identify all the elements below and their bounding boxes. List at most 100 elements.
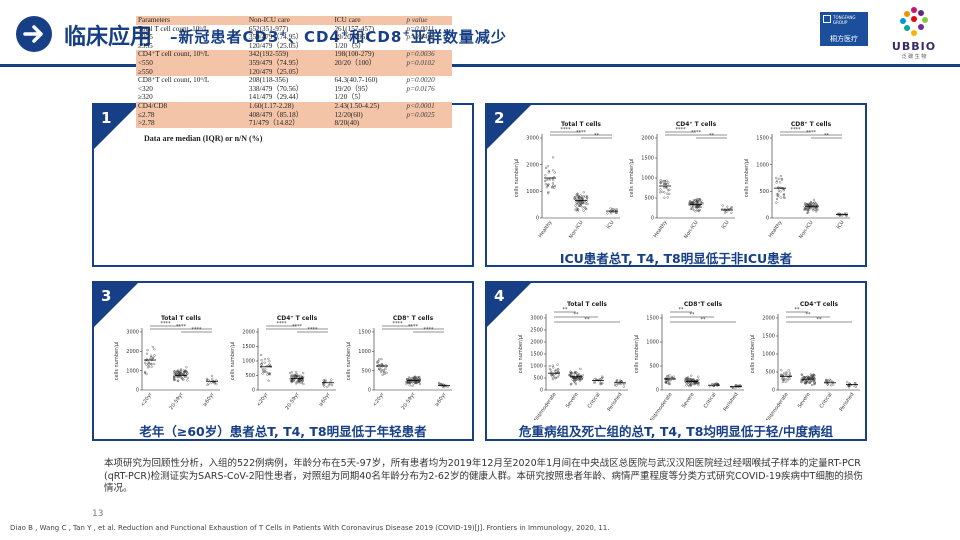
- data-point: [782, 377, 786, 380]
- data-point: [687, 383, 690, 386]
- x-tick-label: Healthy: [653, 220, 669, 239]
- significance-label: ****: [561, 127, 572, 133]
- data-point: [666, 375, 669, 378]
- table-cell: 12/20(60): [332, 110, 405, 120]
- data-point: [812, 202, 815, 205]
- significance-label: **: [563, 307, 569, 313]
- table-row: ≥320 141/479（29.44） 1/20（5）: [136, 93, 452, 102]
- data-point: [813, 379, 816, 383]
- data-point: [782, 189, 785, 192]
- data-point: [584, 202, 588, 205]
- table-cell: [405, 93, 453, 102]
- chart-cd8-severity: CD8⁺T cells 0 500 1000 1500 cells number/μl Mi…: [634, 301, 744, 420]
- data-point: [697, 375, 700, 378]
- panel-1: 1: [92, 103, 474, 267]
- data-point: [544, 183, 547, 186]
- table-row: Total T cell count, 10⁶/L 652(351-977) 261…: [136, 25, 452, 34]
- data-point: [695, 205, 698, 209]
- data-point: [408, 377, 411, 380]
- data-point: [668, 382, 671, 386]
- data-point: [726, 205, 729, 208]
- table-cell: p=0.0020: [406, 76, 435, 85]
- panel-number: 1: [101, 109, 112, 127]
- data-point: [326, 385, 329, 388]
- y-tick-label: 1000: [126, 368, 139, 374]
- data-point: [380, 357, 383, 361]
- data-point: [551, 372, 555, 375]
- data-point: [784, 380, 787, 383]
- chart-title: Total T cells: [161, 315, 201, 322]
- table-row: CD4/CD8 1.60(1.17-2.28) 2.43(1.50-4.25) p<0…: [136, 101, 452, 111]
- panel-caption: 危重病组及死亡组的总T, T4, T8均明显低于轻/中度病组: [519, 424, 833, 439]
- data-point: [801, 374, 804, 377]
- data-point: [783, 372, 786, 375]
- data-point: [569, 372, 573, 375]
- table-cell: ≤2.78: [136, 110, 247, 120]
- data-point: [215, 383, 218, 386]
- data-point: [576, 203, 579, 206]
- x-tick-label: <20yr: [256, 391, 270, 408]
- data-point: [330, 378, 333, 381]
- data-point: [582, 191, 585, 194]
- data-point: [841, 214, 844, 217]
- data-point: [784, 373, 788, 376]
- data-point: [806, 211, 810, 214]
- chart-cd4-severity: CD4⁺T cells 0 500 1000 1500 2000 cells number/…: [750, 301, 860, 420]
- data-point: [571, 378, 574, 381]
- reference: Diao B , Wang C , Tan Y , et al. Reducti…: [10, 524, 610, 532]
- data-point: [684, 380, 687, 383]
- data-point: [268, 372, 271, 375]
- significance-label: ****: [308, 327, 319, 333]
- chart-title: CD4⁺T cells: [800, 301, 839, 308]
- data-point: [667, 189, 670, 192]
- data-point: [601, 375, 604, 378]
- data-point: [553, 171, 556, 174]
- data-point: [443, 386, 446, 389]
- y-tick-label: 1000: [646, 340, 659, 346]
- data-point: [552, 156, 555, 159]
- data-point: [668, 188, 671, 191]
- y-tick-label: 500: [245, 373, 255, 379]
- data-point: [186, 372, 189, 375]
- significance-label: **: [701, 317, 707, 323]
- data-point: [816, 208, 819, 211]
- data-point: [807, 209, 810, 212]
- x-tick-label: ICU: [836, 219, 846, 230]
- data-point: [622, 385, 625, 388]
- significance-label: ****: [806, 130, 817, 136]
- data-point: [670, 375, 674, 378]
- header-divider: [0, 64, 960, 67]
- data-point: [412, 376, 416, 380]
- data-point: [297, 374, 300, 377]
- data-point: [800, 377, 803, 380]
- table-cell: ≥320: [138, 93, 153, 102]
- table-cell: p=0.0025: [404, 110, 452, 120]
- data-point: [610, 212, 613, 215]
- data-point: [407, 381, 410, 384]
- data-point: [691, 207, 694, 211]
- table-cell: p=0.0102: [404, 58, 452, 68]
- data-point: [582, 195, 585, 198]
- data-point: [176, 379, 179, 383]
- data-point: [575, 378, 578, 381]
- data-point: [811, 373, 814, 376]
- data-point: [775, 179, 779, 182]
- data-point: [579, 194, 582, 197]
- x-tick-label: 20-59yr: [285, 391, 302, 411]
- data-point: [829, 379, 832, 382]
- data-point: [783, 196, 786, 199]
- chart-cd8-age: CD8⁺ T cells 0 500 1000 1500 cells number/μl <…: [346, 315, 452, 411]
- table-cell: CD4⁺T cell count, 10⁶/L: [136, 50, 247, 59]
- x-tick-label: Mild/moderate: [532, 392, 558, 420]
- data-point: [405, 383, 408, 386]
- data-point: [810, 375, 813, 378]
- data-point: [557, 374, 560, 377]
- x-tick-label: Mild/moderate: [648, 392, 674, 420]
- data-point: [438, 381, 441, 385]
- data-point: [547, 169, 551, 172]
- table-header-cell: p value: [404, 16, 452, 25]
- data-point: [696, 201, 699, 204]
- y-tick-label: 2000: [762, 316, 775, 322]
- data-point: [777, 192, 780, 195]
- y-axis-label: cells number/μl: [518, 335, 524, 374]
